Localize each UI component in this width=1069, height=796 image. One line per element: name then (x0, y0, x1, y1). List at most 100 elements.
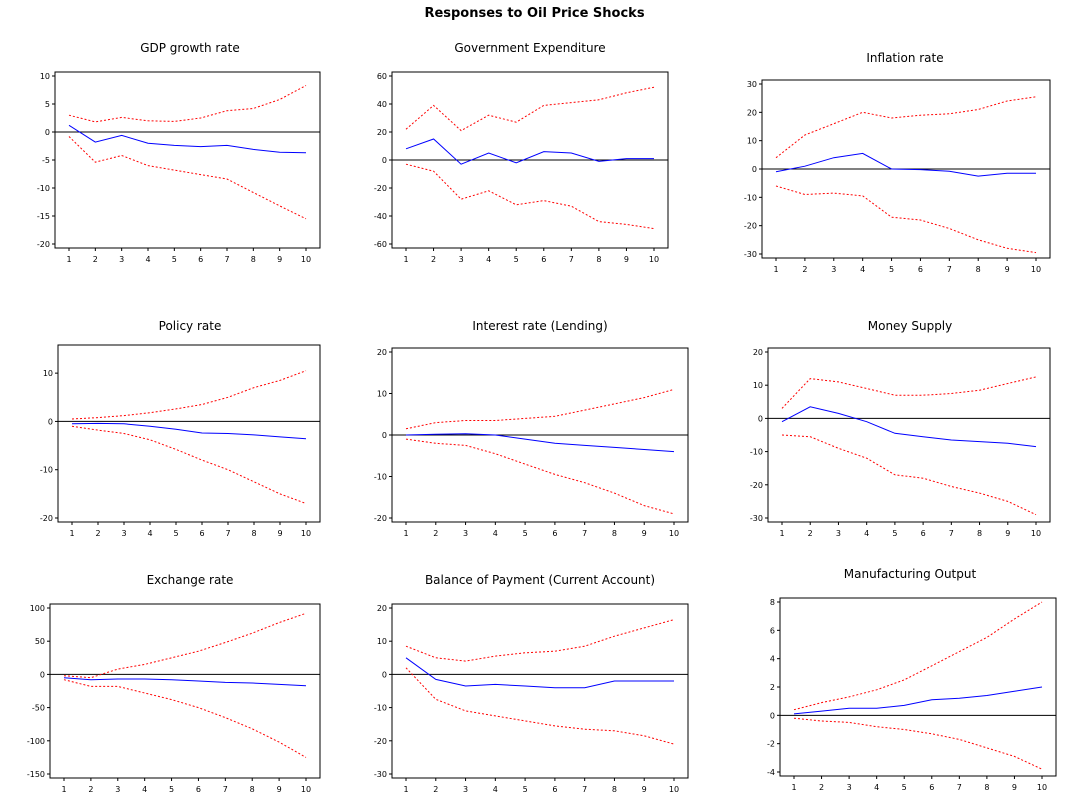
y-tick-label: 0 (382, 670, 387, 679)
panel-7: Exchange rate 100 50 0 -50 -100 -150 1 2 3 4 5 6 7 8 9 1… (27, 573, 321, 794)
x-tick-label: 9 (277, 785, 282, 794)
x-tick-label: 10 (301, 785, 311, 794)
y-tick-label: -4 (767, 768, 775, 777)
x-tick-label: 5 (169, 785, 174, 794)
y-tick-label: -10 (40, 466, 53, 475)
response-band-line (775, 152, 1036, 177)
panel-4: Policy rate 10 0 -10 -20 1 2 3 4 5 6 7 8 9 10 (40, 319, 321, 538)
y-tick-label: 8 (770, 598, 775, 607)
x-tick-label: 8 (596, 255, 601, 264)
lower-band-line (775, 185, 1037, 254)
x-tick-label: 4 (874, 783, 879, 792)
x-tick-label: 4 (145, 255, 150, 264)
response-band-line (63, 677, 307, 687)
x-tick-label: 6 (921, 529, 926, 538)
y-tick-label: -5 (42, 156, 50, 165)
x-tick-label: 10 (301, 529, 311, 538)
x-tick-label: 2 (95, 529, 100, 538)
y-tick-label: 40 (377, 100, 387, 109)
x-tick-label: 10 (301, 255, 311, 264)
figure-title: Responses to Oil Price Shocks (424, 6, 645, 21)
x-tick-label: 4 (493, 785, 498, 794)
upper-band-line (775, 96, 1037, 159)
x-tick-label: 8 (251, 255, 256, 264)
x-tick-label: 3 (463, 529, 468, 538)
x-tick-label: 5 (523, 529, 528, 538)
x-tick-label: 1 (66, 255, 71, 264)
panel-8: Balance of Payment (Current Account)2010… (374, 573, 689, 794)
x-tick-label: 2 (802, 265, 807, 274)
x-tick-label: 5 (514, 255, 519, 264)
plot-frame (779, 597, 1057, 777)
y-tick-label: 10 (40, 72, 50, 81)
x-tick-label: 7 (224, 255, 229, 264)
y-tick-label: 10 (43, 369, 53, 378)
y-tick-label: 20 (377, 128, 387, 137)
x-tick-label: 6 (552, 785, 557, 794)
y-tick-label: -60 (374, 240, 387, 249)
x-tick-label: 5 (902, 783, 907, 792)
panel-6: Money Supply 20 10 0 -10 -20 -30 1 2 3 4 5 6 7 8 9 10 (750, 319, 1051, 538)
response-band-line (405, 657, 674, 689)
x-tick-label: 4 (486, 255, 491, 264)
y-tick-label: 5 (45, 100, 50, 109)
y-tick-label: 0 (770, 711, 775, 720)
y-tick-label: 30 (747, 80, 757, 89)
upper-band-line (71, 370, 307, 420)
lower-band-line (781, 434, 1037, 516)
x-tick-label: 3 (831, 265, 836, 274)
y-tick-label: -10 (37, 184, 50, 193)
x-tick-label: 5 (172, 255, 177, 264)
x-tick-label: 8 (612, 529, 617, 538)
y-tick-label: 10 (747, 137, 757, 146)
upper-band-line (405, 86, 655, 132)
response-band-line (793, 686, 1043, 715)
x-tick-label: 1 (61, 785, 66, 794)
y-tick-label: -20 (374, 184, 387, 193)
y-tick-label: 0 (382, 156, 387, 165)
panel-title: Government Expenditure (454, 41, 605, 55)
x-tick-label: 3 (847, 783, 852, 792)
x-tick-label: 2 (88, 785, 93, 794)
lower-band-line (71, 425, 307, 504)
y-tick-label: -20 (750, 481, 763, 490)
x-tick-label: 6 (929, 783, 934, 792)
x-tick-label: 1 (403, 785, 408, 794)
x-tick-label: 2 (808, 529, 813, 538)
x-tick-label: 3 (459, 255, 464, 264)
x-tick-label: 7 (225, 529, 230, 538)
y-tick-label: 0 (45, 128, 50, 137)
y-tick-label: 50 (35, 637, 45, 646)
x-tick-label: 8 (984, 783, 989, 792)
x-tick-label: 9 (1005, 529, 1010, 538)
x-tick-label: 6 (541, 255, 546, 264)
panel-title: Inflation rate (866, 51, 943, 65)
x-tick-label: 6 (198, 255, 203, 264)
x-tick-label: 8 (977, 529, 982, 538)
panel-title: Balance of Payment (Current Account) (425, 573, 655, 587)
x-tick-label: 10 (1037, 783, 1047, 792)
x-tick-label: 2 (431, 255, 436, 264)
x-tick-label: 2 (433, 529, 438, 538)
x-tick-label: 3 (463, 785, 468, 794)
x-tick-label: 9 (1005, 265, 1010, 274)
x-tick-label: 5 (889, 265, 894, 274)
y-tick-label: 0 (382, 431, 387, 440)
x-tick-label: 7 (582, 785, 587, 794)
panel-title: Policy rate (159, 319, 222, 333)
panel-3: Inflation rate 30 20 10 0 -10 -20 -30 1 2 3 4 5 6 7 8 9 1… (744, 51, 1051, 274)
response-band-line (405, 433, 675, 453)
x-tick-label: 7 (947, 265, 952, 274)
y-tick-label: 100 (30, 604, 45, 613)
y-tick-label: 4 (770, 655, 775, 664)
y-tick-label: -2 (767, 740, 775, 749)
x-tick-label: 6 (918, 265, 923, 274)
y-tick-label: -10 (374, 704, 387, 713)
x-tick-label: 9 (624, 255, 629, 264)
y-tick-label: -20 (37, 240, 50, 249)
y-tick-label: -20 (40, 514, 53, 523)
x-tick-label: 4 (142, 785, 147, 794)
x-tick-label: 2 (433, 785, 438, 794)
x-tick-label: 7 (949, 529, 954, 538)
x-tick-label: 1 (403, 255, 408, 264)
